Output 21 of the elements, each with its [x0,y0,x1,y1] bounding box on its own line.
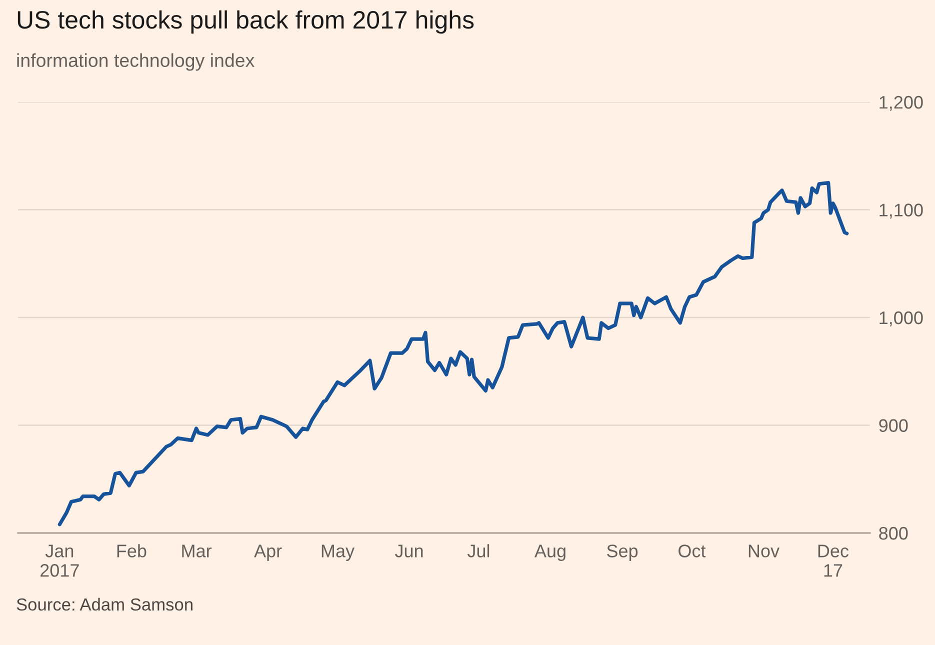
line-series [58,181,849,526]
x-tick-label: Feb [117,544,146,558]
x-tick-label: Jan 2017 [40,544,79,577]
y-tick-label: 800 [879,526,908,540]
y-tick-label: 1,200 [880,96,923,111]
y-tick-label: 900 [879,419,908,432]
x-tick-label: Jun [395,544,423,558]
source-note: Source: Adam Samson [16,598,192,611]
x-tick-label: Sep [607,544,638,561]
y-tick-label: 1,100 [880,204,923,219]
x-tick-label: Apr [254,544,282,561]
x-tick-label: Mar [182,544,212,558]
x-tick-label: Nov [748,544,780,558]
chart-subtitle: information technology index [17,53,254,71]
y-tick-label: 1,000 [880,311,923,326]
x-tick-label: Jul [467,544,490,558]
x-tick-label: Dec 17 [818,544,849,577]
x-tick-label: May [322,544,355,561]
x-tick-label: Aug [534,544,566,561]
chart-title: US tech stocks pull back from 2017 highs [18,10,474,34]
x-tick-label: Oct [678,544,706,558]
